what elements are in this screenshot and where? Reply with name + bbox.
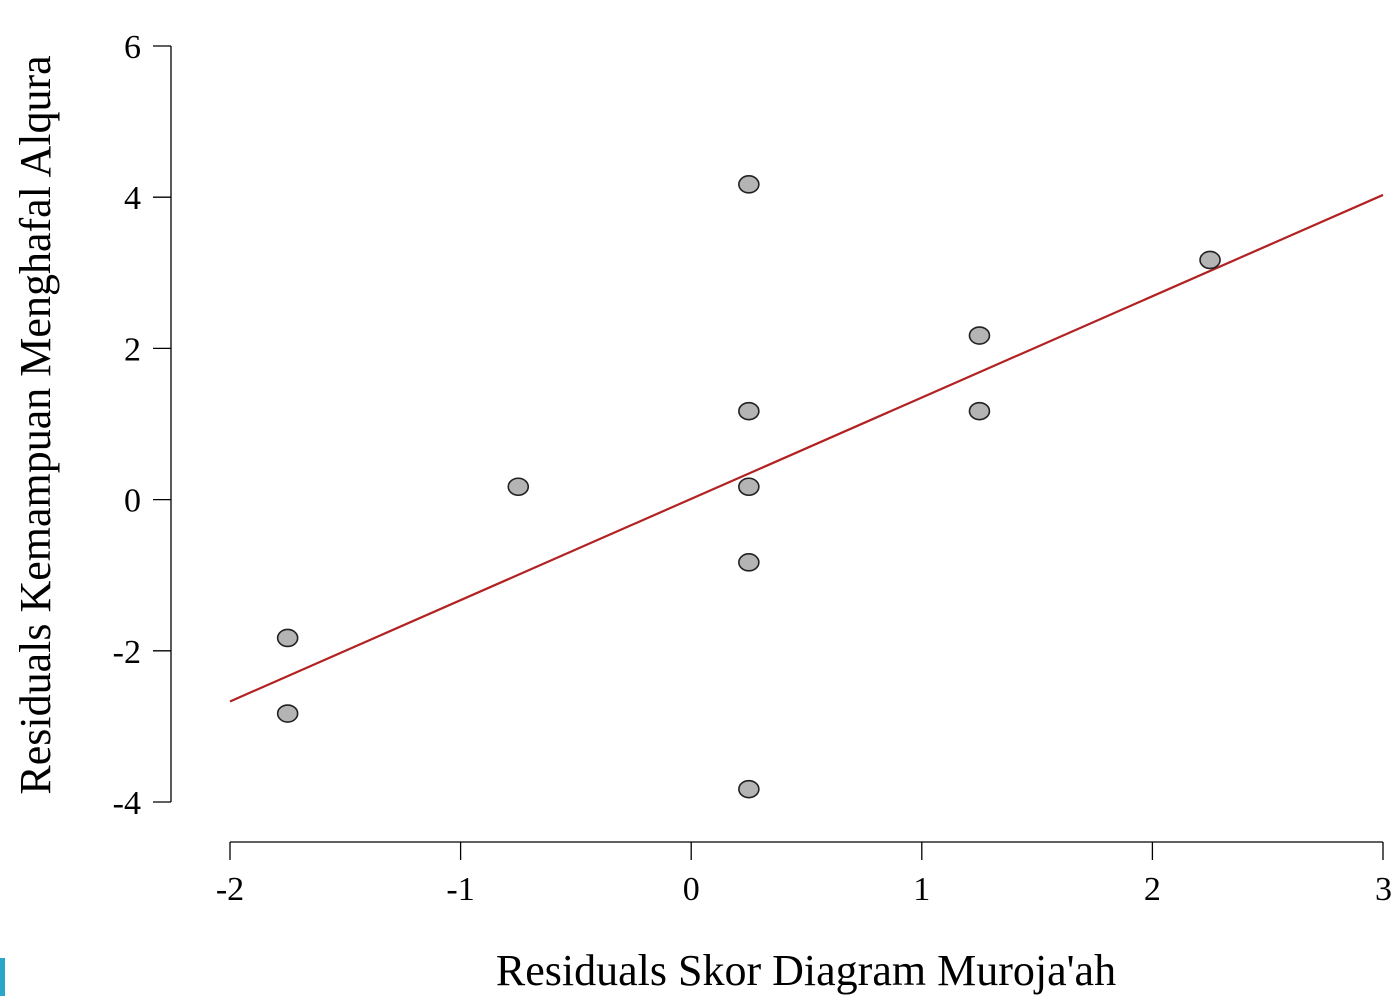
x-tick-label: 1: [913, 871, 930, 908]
x-tick-label: -1: [446, 871, 474, 908]
y-tick-label: 0: [124, 483, 141, 520]
y-tick-label: -4: [113, 785, 141, 822]
data-point: [968, 401, 991, 421]
data-point: [738, 401, 760, 421]
data-point: [738, 175, 760, 194]
data-point: [276, 628, 299, 648]
regression-line: [229, 193, 1384, 703]
y-tick-label: 4: [124, 180, 141, 217]
data-point: [968, 326, 991, 345]
y-axis-title: Residuals Kemampuan Menghafal Alqura: [11, 55, 60, 794]
data-point: [1199, 250, 1221, 270]
y-tick-label: 6: [124, 29, 141, 66]
y-tick-label: 2: [124, 331, 141, 368]
x-tick-label: -2: [216, 871, 244, 908]
data-points: [276, 175, 1221, 799]
data-point: [738, 779, 760, 799]
data-point: [507, 477, 530, 497]
y-tick-label: -2: [113, 634, 141, 671]
x-tick-label: 3: [1375, 871, 1392, 908]
edge-marker: [0, 958, 5, 996]
x-axis: -2 -1 0 1 2 3: [216, 841, 1392, 908]
data-point: [738, 553, 760, 572]
x-tick-label: 2: [1144, 871, 1161, 908]
data-point: [738, 477, 760, 497]
regression-line-group: [229, 193, 1384, 703]
y-axis: -4 -2 0 2 4 6: [113, 29, 172, 822]
x-tick-label: 0: [683, 871, 700, 908]
data-point: [276, 704, 299, 723]
x-axis-title: Residuals Skor Diagram Muroja'ah: [496, 946, 1116, 995]
